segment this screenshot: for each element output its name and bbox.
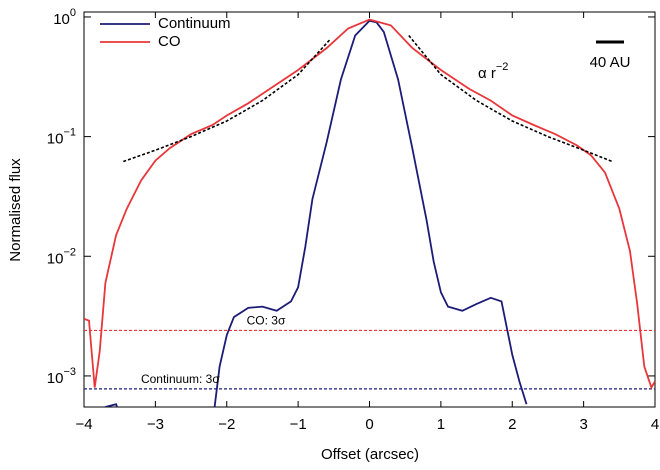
y-tick-label: 10−3 [47, 366, 76, 387]
x-axis-label: Offset (arcsec) [321, 446, 419, 463]
annotation: α r−2 [478, 61, 508, 82]
x-tick-label: 1 [437, 416, 445, 433]
plot-frame [83, 11, 656, 408]
x-tick-label: −3 [147, 416, 164, 433]
fit-line [408, 34, 613, 163]
series-line [103, 19, 528, 407]
x-tick-label: 3 [579, 416, 587, 433]
threshold-label: Continuum: 3σ [141, 372, 220, 386]
threshold-label: CO: 3σ [247, 314, 286, 328]
x-tick-label: −2 [218, 416, 235, 433]
y-axis-label: Normalised flux [7, 158, 24, 262]
x-tick-label: 2 [508, 416, 516, 433]
x-tick-label: 0 [365, 416, 373, 433]
y-tick-label: 10−2 [47, 246, 76, 267]
legend-label: CO [158, 33, 181, 50]
y-tick-label: 100 [53, 7, 76, 28]
x-tick-label: 4 [651, 416, 659, 433]
fit-line [123, 38, 331, 163]
x-tick-label: −4 [75, 416, 92, 433]
plot-area [84, 18, 655, 407]
legend-label: Continuum [158, 15, 231, 32]
series-line [84, 18, 655, 390]
y-tick-label: 10−1 [47, 127, 76, 148]
scale-bar-label: 40 AU [590, 54, 631, 71]
x-tick-label: −1 [290, 416, 307, 433]
